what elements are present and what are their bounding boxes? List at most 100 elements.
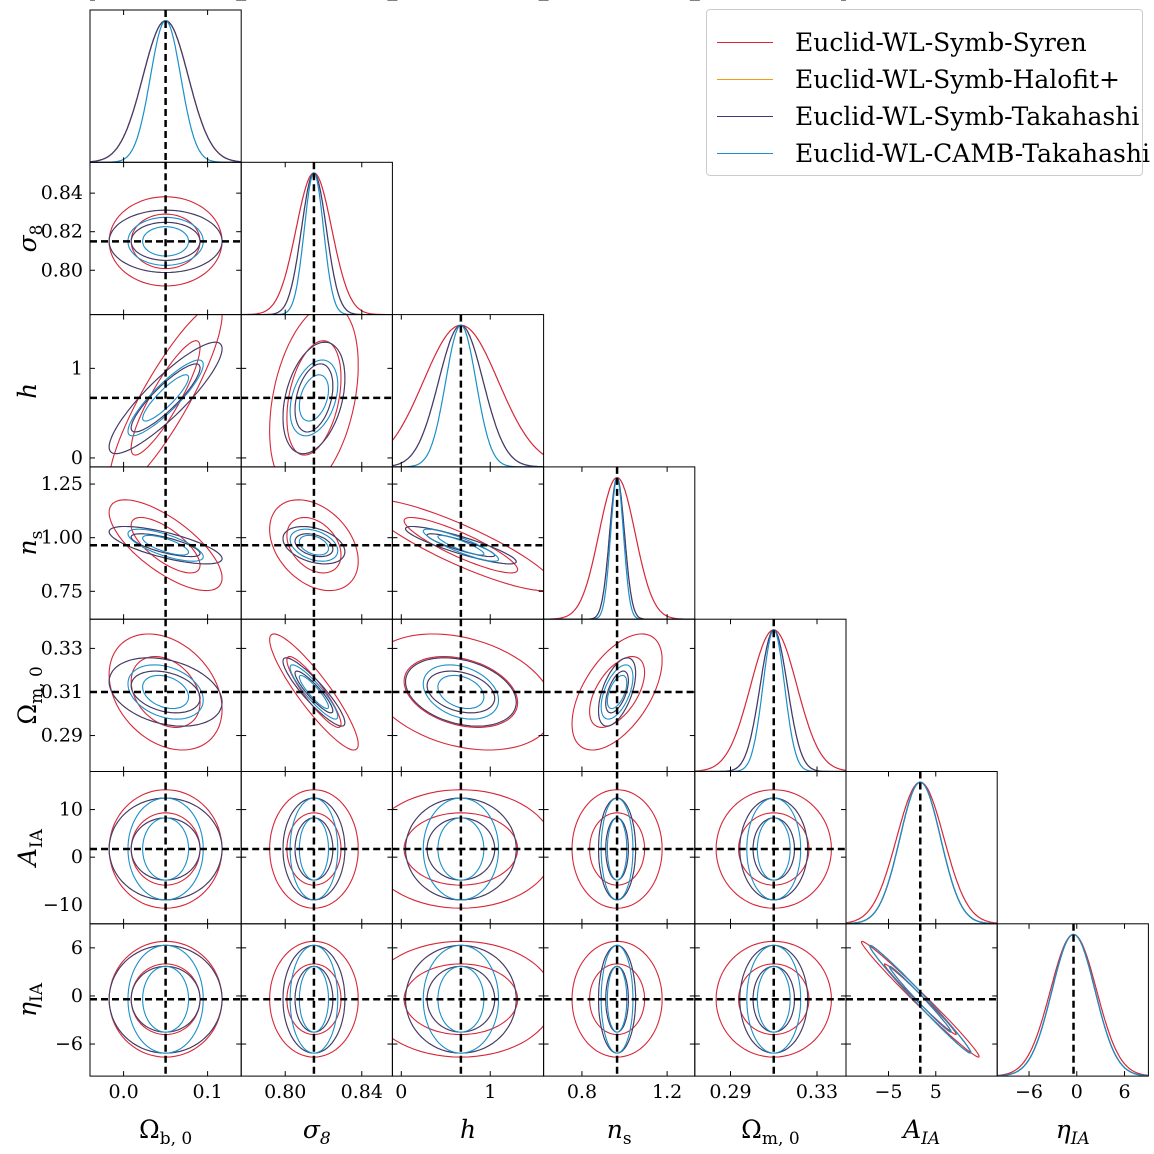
- ellipse-sigma8-Omega_b0-series-2-level-0: [130, 221, 201, 261]
- ellipse-h-sigma8-series-3-level-1: [289, 359, 339, 437]
- panel-Omega_m0-h: [392, 619, 544, 772]
- ellipse-n_s-h-series-0-level-1: [392, 500, 544, 592]
- ellipse-n_s-sigma8-series-3-level-1: [289, 528, 339, 562]
- ellipse-A_IA-sigma8-series-2-level-1: [282, 797, 346, 901]
- ellipse-Omega_m0-Omega_b0-series-3-level-0: [142, 674, 190, 710]
- ellipse-n_s-sigma8-series-0-level-1: [269, 499, 359, 592]
- marginal-A_IA-series-0: [846, 781, 998, 924]
- ellipse-A_IA-h-series-0-level-1: [392, 789, 544, 909]
- ellipse-Omega_m0-sigma8-series-2-level-0: [294, 670, 334, 714]
- marginal-n_s-series-3: [543, 476, 695, 620]
- panel-h-h: [392, 314, 544, 467]
- panel-A_IA-h: [392, 771, 544, 924]
- panel-eta_IA-eta_IA: [997, 923, 1149, 1077]
- ellipse-eta_IA-Omega_m0-series-3-level-1: [746, 944, 802, 1054]
- ellipse-A_IA-Omega_m0-series-3-level-1: [746, 797, 802, 901]
- ellipse-Omega_m0-Omega_b0-series-0-level-1: [108, 633, 223, 751]
- ytick-label-h: 1: [71, 357, 83, 379]
- marginal-Omega_m0-series-0: [694, 629, 846, 772]
- ytick-label-Omega_m0: 0.29: [41, 725, 83, 747]
- ellipse-eta_IA-A_IA-series-0-level-0: [883, 963, 957, 1036]
- xtick-label-Omega_b0: 0.0: [108, 1081, 138, 1103]
- ellipse-Omega_m0-sigma8-series-2-level-1: [282, 657, 346, 727]
- ytick-label-A_IA: −10: [43, 894, 83, 916]
- xtick-label-eta_IA: 0: [1071, 1081, 1083, 1103]
- marginal-A_IA-series-1: [846, 781, 998, 924]
- marginal-h-series-2: [392, 324, 544, 467]
- ellipse-n_s-h-series-3-level-1: [422, 528, 500, 562]
- ellipse-eta_IA-h-series-0-level-1: [392, 940, 544, 1058]
- xaxis-label-eta_IA: ηIA: [1056, 1115, 1090, 1149]
- ellipse-eta_IA-sigma8-series-2-level-0: [294, 965, 334, 1033]
- ellipse-Omega_m0-n_s-series-3-level-1: [600, 664, 634, 720]
- ellipse-eta_IA-Omega_b0-series-2-level-0: [130, 965, 201, 1033]
- ytick-label-eta_IA: 6: [71, 937, 83, 959]
- ellipse-eta_IA-Omega_m0-series-0-level-0: [738, 963, 810, 1036]
- legend-line-camb-takahashi: [717, 152, 773, 154]
- marginal-sigma8-series-3: [241, 172, 393, 315]
- ellipse-eta_IA-h-series-3-level-1: [422, 944, 500, 1054]
- yaxis-label-Omega_m0: Ωm, 0: [13, 666, 47, 724]
- ytick-label-sigma8: 0.80: [41, 259, 83, 281]
- xtick-label-Omega_m0: 0.33: [796, 1081, 838, 1103]
- marginal-h-series-0: [392, 324, 544, 456]
- panel-h-sigma8: [241, 314, 393, 467]
- xtick-label-eta_IA: −6: [1015, 1081, 1043, 1103]
- xtick-label-h: 1: [484, 1081, 496, 1103]
- ellipse-Omega_m0-sigma8-series-3-level-1: [289, 664, 339, 720]
- legend-label-halofit: Euclid-WL-Symb-Halofit+: [795, 64, 1120, 94]
- panel-Omega_m0-Omega_m0: [694, 619, 846, 772]
- legend-entry-camb-takahashi: Euclid-WL-CAMB-Takahashi: [707, 135, 1150, 171]
- panel-eta_IA-Omega_b0: [90, 923, 242, 1077]
- ellipse-Omega_m0-Omega_b0-series-2-level-1: [108, 657, 223, 727]
- marginal-sigma8-series-2: [241, 172, 393, 315]
- ellipse-eta_IA-n_s-series-2-level-0: [605, 965, 629, 1033]
- ellipse-n_s-sigma8-series-0-level-0: [286, 516, 342, 574]
- ellipse-sigma8-Omega_b0-series-3-level-0: [142, 226, 190, 257]
- marginal-sigma8-series-0: [241, 172, 393, 315]
- panel-frame-A_IA-A_IA: [845, 771, 998, 925]
- ytick-label-eta_IA: 0: [71, 985, 83, 1007]
- xaxis-label-n_s: ns: [607, 1115, 632, 1149]
- ytick-label-n_s: 1.00: [41, 527, 83, 549]
- panel-frame-A_IA-Omega_m0: [694, 771, 847, 925]
- xtick-label-sigma8: 0.84: [341, 1081, 383, 1103]
- panel-A_IA-A_IA: [846, 771, 998, 924]
- marginal-A_IA-series-2: [846, 781, 998, 924]
- ellipse-A_IA-n_s-series-2-level-0: [605, 817, 629, 881]
- ellipse-h-sigma8-series-0-level-0: [286, 340, 342, 456]
- ellipse-A_IA-n_s-series-3-level-0: [606, 817, 628, 881]
- ellipse-A_IA-Omega_b0-series-2-level-0: [130, 817, 201, 881]
- legend-entry-halofit: Euclid-WL-Symb-Halofit+: [707, 61, 1120, 97]
- panel-frame-A_IA-sigma8: [240, 771, 393, 925]
- yaxis-label-n_s: ns: [13, 531, 47, 556]
- ellipse-eta_IA-Omega_m0-series-3-level-0: [756, 965, 791, 1033]
- ellipse-n_s-Omega_b0-series-0-level-1: [108, 499, 223, 592]
- ellipse-eta_IA-n_s-series-2-level-1: [597, 944, 637, 1054]
- legend: Euclid-WL-Symb-Syren Euclid-WL-Symb-Halo…: [706, 9, 1150, 176]
- ytick-label-n_s: 1.25: [41, 473, 83, 495]
- ellipse-n_s-Omega_b0-series-2-level-1: [108, 525, 223, 565]
- xaxis-label-A_IA: AIA: [901, 1115, 940, 1149]
- ytick-label-sigma8: 0.84: [41, 182, 83, 204]
- ellipse-eta_IA-Omega_m0-series-0-level-1: [715, 940, 832, 1058]
- panel-frame-Omega_m0-Omega_m0: [694, 618, 847, 773]
- xtick-label-eta_IA: 6: [1118, 1081, 1130, 1103]
- ellipse-n_s-Omega_b0-series-3-level-0: [142, 534, 190, 556]
- ellipse-eta_IA-A_IA-series-1-level-0: [888, 965, 952, 1033]
- ellipse-n_s-sigma8-series-2-level-0: [294, 533, 334, 558]
- marginal-Omega_m0-series-2: [694, 629, 846, 772]
- ellipse-n_s-sigma8-series-2-level-1: [282, 525, 346, 565]
- panel-eta_IA-h: [392, 923, 544, 1077]
- marginal-n_s-series-2: [543, 476, 695, 620]
- ellipse-A_IA-Omega_m0-series-0-level-1: [715, 789, 832, 909]
- ytick-label-A_IA: 0: [71, 846, 83, 868]
- ellipse-h-sigma8-series-3-level-0: [298, 374, 330, 422]
- marginal-Omega_m0-series-1: [694, 629, 846, 772]
- ellipse-eta_IA-sigma8-series-2-level-1: [282, 944, 346, 1054]
- panel-eta_IA-Omega_m0: [694, 923, 846, 1077]
- ellipse-Omega_m0-h-series-3-level-0: [437, 674, 485, 710]
- ellipse-A_IA-Omega_b0-series-3-level-0: [142, 817, 190, 881]
- ellipse-eta_IA-A_IA-series-0-level-1: [860, 940, 980, 1058]
